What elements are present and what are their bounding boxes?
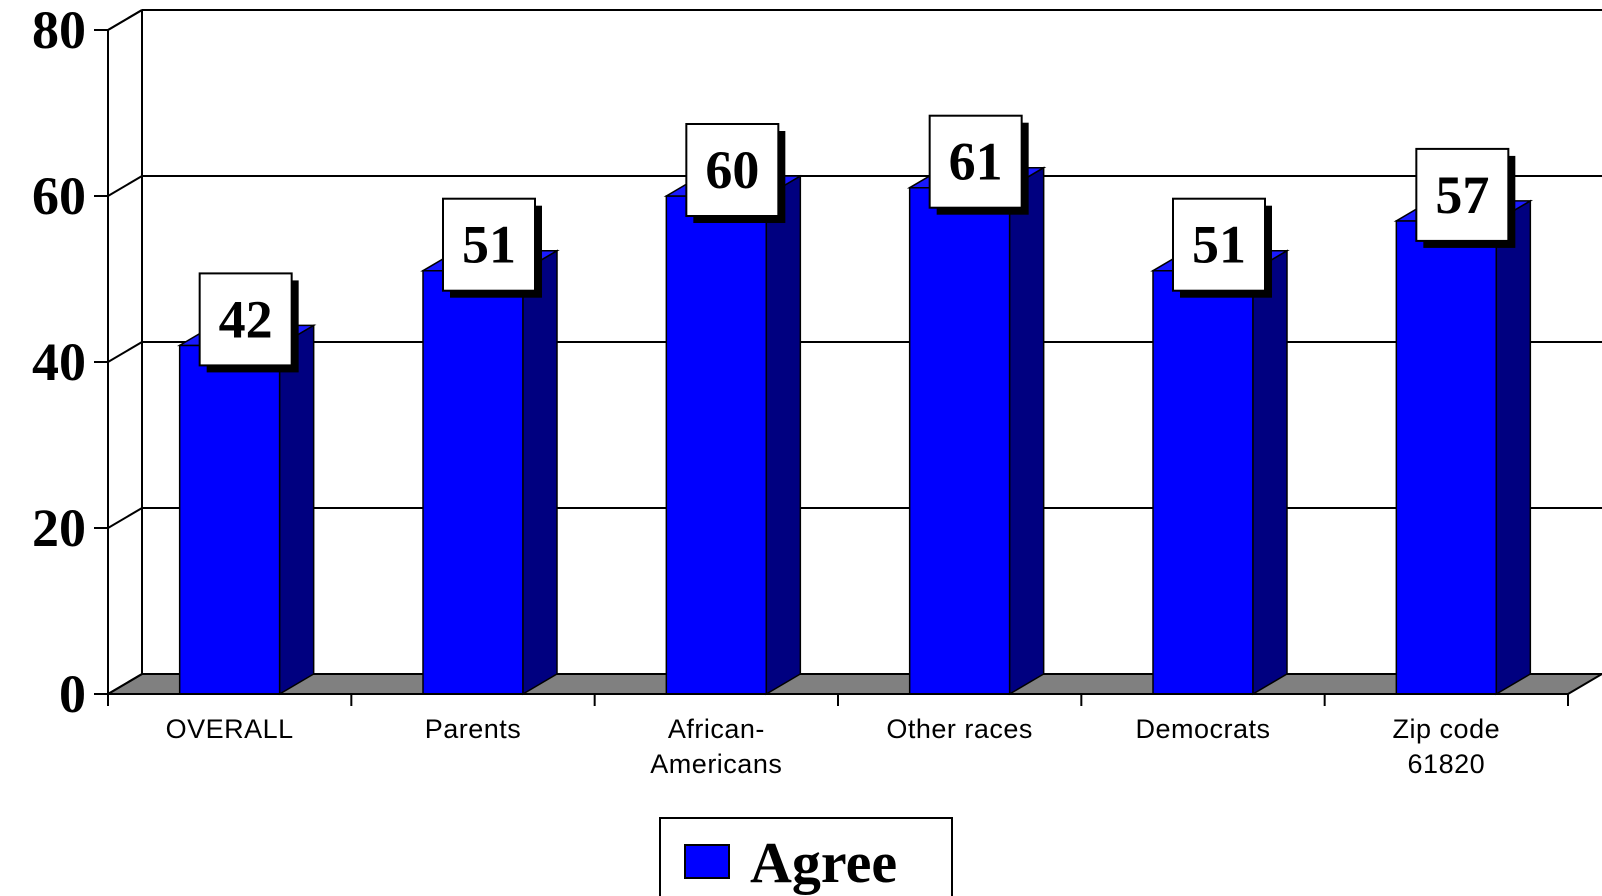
- bar-side: [765, 174, 802, 696]
- bar-front: [422, 269, 524, 695]
- x-axis: OVERALL Parents African-Americans Other rac…: [107, 693, 1569, 779]
- bar-side: [1008, 166, 1045, 696]
- data-label: 42: [219, 289, 273, 349]
- bar-side: [1252, 249, 1288, 696]
- category-label: African-Americans: [650, 714, 782, 779]
- data-label-box: [442, 197, 536, 292]
- category-label: Democrats: [1135, 714, 1270, 744]
- legend: Agree: [659, 817, 953, 896]
- category-label: Zip code 61820: [1393, 714, 1501, 779]
- bar-front: [178, 344, 281, 695]
- bar: 60: [663, 123, 804, 696]
- data-label: 51: [462, 215, 516, 275]
- bar-side: [1495, 199, 1532, 696]
- bar: 42: [176, 272, 317, 696]
- y-tick-depth: [107, 507, 143, 529]
- bars: 42 51 60 61 51 57: [176, 114, 1534, 696]
- category-label: OVERALL: [166, 714, 294, 744]
- y-tick-label: 0: [59, 664, 86, 724]
- bar: 51: [1150, 197, 1290, 696]
- bar: 61: [906, 114, 1047, 696]
- data-label-box: [1415, 147, 1510, 242]
- data-label: 61: [949, 132, 1003, 192]
- data-label: 57: [1435, 165, 1489, 225]
- legend-swatch-icon: [684, 844, 730, 879]
- category-label: Other races: [886, 714, 1033, 744]
- data-label: 51: [1192, 215, 1246, 275]
- y-tick-label: 40: [32, 332, 86, 392]
- data-label-box: [198, 272, 293, 367]
- bar-front: [908, 186, 1011, 695]
- floor-plane: [104, 673, 1602, 695]
- data-label: 60: [705, 140, 759, 200]
- bar-front: [1152, 269, 1254, 695]
- gridlines: [141, 9, 1602, 674]
- data-label-box: [1172, 197, 1266, 292]
- bar: 51: [420, 197, 560, 696]
- y-tick-depth: [107, 673, 143, 695]
- bar-side: [522, 249, 558, 696]
- y-tick-label: 20: [32, 498, 86, 558]
- bar-side: [278, 324, 315, 696]
- data-label-box: [928, 114, 1023, 209]
- legend-label: Agree: [750, 830, 897, 895]
- bar-front: [1395, 220, 1498, 695]
- y-tick-depth: [107, 341, 143, 363]
- y-tick-depth: [107, 9, 143, 31]
- category-label: Parents: [425, 714, 522, 744]
- chart-floor: [104, 673, 1602, 695]
- y-tick-label: 60: [32, 166, 86, 226]
- y-tick-depth: [107, 175, 143, 197]
- y-tick-label: 80: [32, 0, 86, 60]
- data-label-box: [685, 123, 780, 217]
- y-axis: 0 20 40 60 80: [32, 0, 143, 724]
- bar: 57: [1393, 147, 1534, 696]
- bar-front: [665, 195, 768, 695]
